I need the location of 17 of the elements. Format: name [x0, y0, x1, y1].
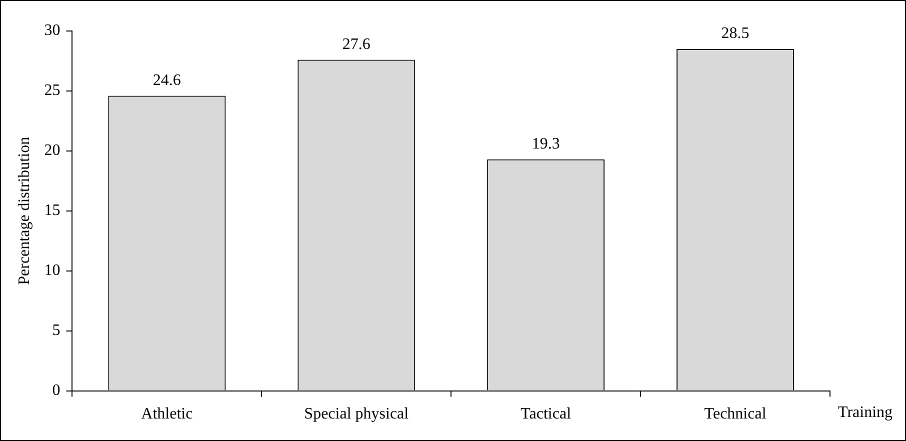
x-tick-label: Athletic: [141, 406, 193, 423]
data-label: 19.3: [532, 136, 560, 153]
y-axis-title: Percentage distribution: [16, 136, 33, 285]
y-tick-label: 5: [52, 322, 60, 340]
x-tick-label: Special physical: [304, 406, 410, 423]
y-tick-label: 20: [44, 142, 60, 160]
y-tick-label: 15: [44, 202, 60, 220]
y-tick-label: 30: [44, 22, 60, 40]
y-tick-label: 25: [44, 82, 60, 100]
y-tick-label: 10: [44, 262, 60, 280]
x-tick-label: Technical: [704, 406, 767, 423]
data-label: 27.6: [342, 36, 370, 53]
data-label: 24.6: [152, 72, 181, 89]
data-label: 28.5: [721, 25, 750, 42]
x-axis-title: Training: [838, 404, 893, 422]
y-tick-label: 0: [52, 382, 60, 400]
x-tick-label: Tactical: [520, 406, 572, 423]
